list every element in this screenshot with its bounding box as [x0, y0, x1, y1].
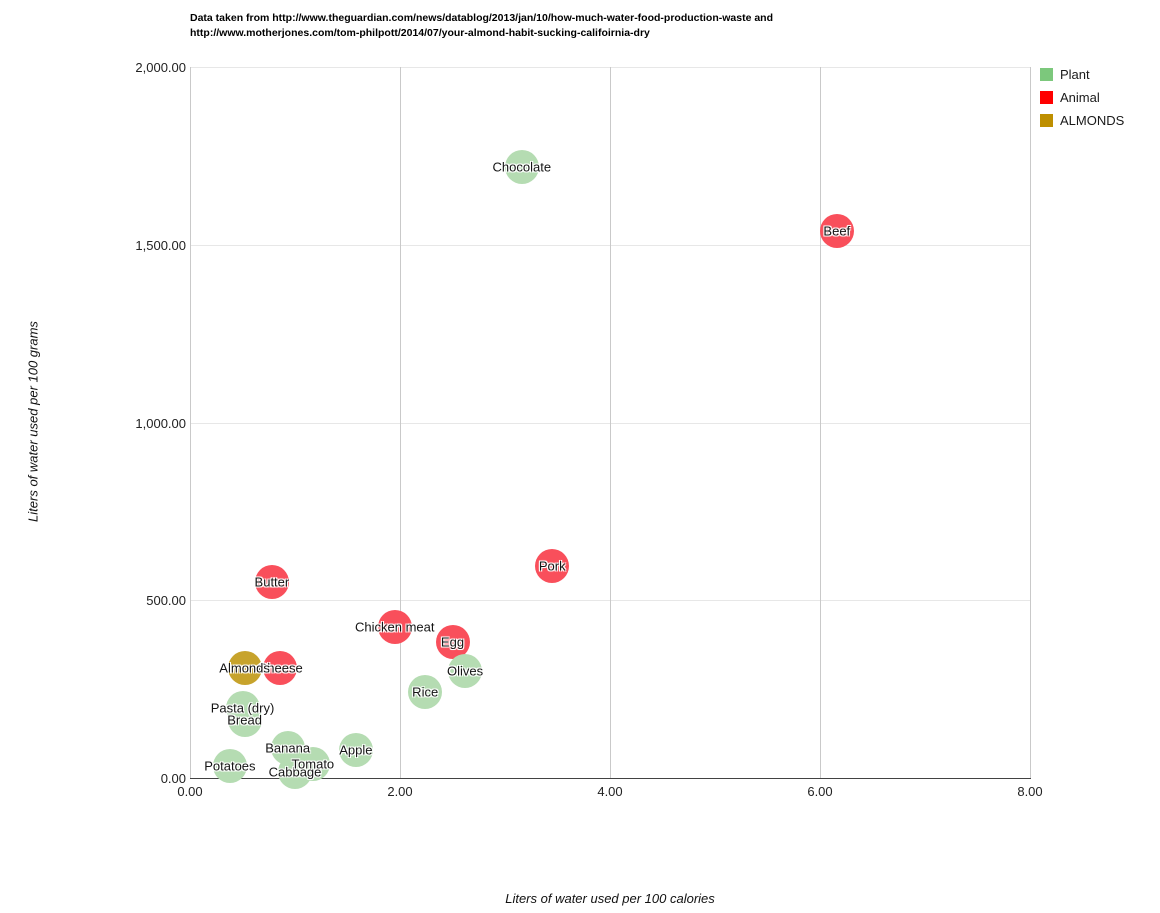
- legend-label-animal: Animal: [1060, 90, 1100, 105]
- bubble-butter[interactable]: [254, 564, 289, 599]
- bubble-label-cabbage: Cabbage: [268, 764, 322, 780]
- bubble-tomato[interactable]: [295, 747, 330, 782]
- bubble-label-chocolate: Chocolate: [492, 159, 552, 175]
- bubble-label-apple: Apple: [339, 742, 373, 758]
- x-gridline-0: [190, 67, 191, 778]
- chart-title-line2: http://www.motherjones.com/tom-philpott/…: [190, 27, 650, 39]
- bubble-label-cheese: Cheese: [257, 660, 303, 676]
- bubble-label-egg: Egg: [440, 634, 465, 650]
- bubble-chicken-meat[interactable]: [377, 609, 412, 644]
- x-gridline-4: [610, 67, 611, 778]
- bubble-label-pork: Pork: [538, 558, 566, 574]
- bubble-cheese[interactable]: [263, 650, 298, 685]
- x-tick-label-0: 0.00: [177, 784, 203, 799]
- bubble-label-beef: Beef: [823, 223, 851, 239]
- y-tick-label-2000: 2,000.00: [135, 60, 186, 75]
- bubble-label-potatoes: Potatoes: [204, 758, 256, 774]
- legend: Plant Animal ALMONDS: [1040, 63, 1124, 132]
- y-tick-label-0: 0.00: [160, 771, 186, 786]
- legend-item-plant[interactable]: Plant: [1040, 63, 1124, 86]
- x-tick-label-6: 6.00: [807, 784, 833, 799]
- y-tick-label-1000: 1,000.00: [135, 415, 186, 431]
- bubble-chocolate[interactable]: [504, 149, 539, 184]
- chart-title-line1: Data taken from http://www.theguardian.c…: [190, 12, 774, 24]
- legend-label-almonds: ALMONDS: [1060, 113, 1125, 128]
- legend-swatch-animal-icon: [1040, 91, 1053, 104]
- bubble-almonds[interactable]: [227, 650, 262, 685]
- x-gridline-2: [400, 67, 401, 778]
- legend-item-almonds[interactable]: ALMONDS: [1040, 109, 1124, 132]
- bubble-olives[interactable]: [448, 654, 483, 689]
- bubble-label-chicken-meat: Chicken meat: [355, 619, 435, 635]
- chart-title: Data taken from http://www.theguardian.c…: [190, 11, 773, 41]
- x-tick-label-2: 2.00: [387, 784, 413, 799]
- y-tick-label-500: 500.00: [146, 593, 186, 609]
- bubble-label-butter: Butter: [254, 574, 290, 590]
- bubble-potatoes[interactable]: [212, 748, 247, 783]
- x-tick-label-4: 4.00: [597, 784, 623, 799]
- bubble-pork[interactable]: [535, 549, 570, 584]
- x-axis-title: Liters of water used per 100 calories: [505, 891, 715, 906]
- bubble-label-olives: Olives: [447, 663, 484, 679]
- x-axis-line: [190, 778, 1031, 779]
- bubble-label-bread: Bread: [227, 712, 262, 728]
- x-gridline-8: [1030, 67, 1031, 778]
- x-tick-label-8: 8.00: [1017, 784, 1043, 799]
- bubble-label-pasta-dry: Pasta (dry): [210, 700, 275, 716]
- bubble-label-rice: Rice: [412, 684, 439, 700]
- bubble-beef[interactable]: [819, 213, 854, 248]
- y-tick-label-1500: 1,500.00: [135, 237, 186, 253]
- bubble-apple[interactable]: [338, 732, 373, 767]
- bubble-bread[interactable]: [227, 703, 262, 738]
- bubble-rice[interactable]: [408, 674, 443, 709]
- bubble-egg[interactable]: [435, 625, 470, 660]
- bubble-label-tomato: Tomato: [291, 756, 335, 772]
- legend-swatch-plant-icon: [1040, 68, 1053, 81]
- bubble-label-almonds: Almonds: [219, 660, 270, 676]
- legend-label-plant: Plant: [1060, 67, 1090, 82]
- legend-item-animal[interactable]: Animal: [1040, 86, 1124, 109]
- x-gridline-6: [820, 67, 821, 778]
- legend-swatch-almonds-icon: [1040, 114, 1053, 127]
- bubble-label-banana: Banana: [265, 740, 311, 756]
